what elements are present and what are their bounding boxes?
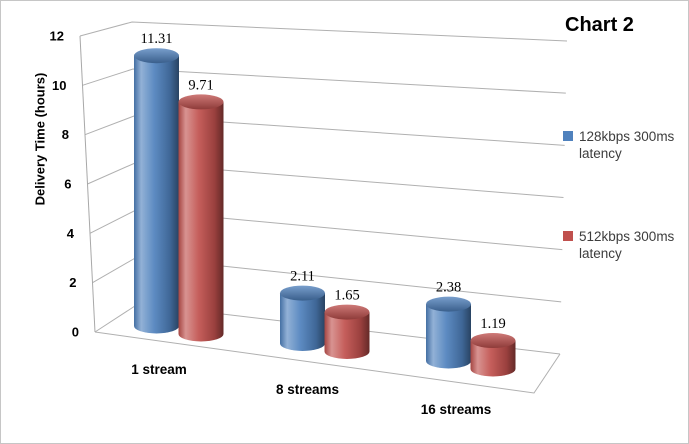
legend-item-series-1[interactable]: 128kbps 300ms latency (563, 128, 685, 162)
y-tick-label: 8 (62, 127, 69, 142)
data-label: 1.19 (480, 316, 505, 332)
data-label: 1.65 (334, 288, 359, 304)
cylinder-top-series-2-cat-3[interactable] (470, 333, 516, 349)
legend-item-series-2[interactable]: 512kbps 300ms latency (563, 228, 685, 262)
gridline (79, 21, 568, 42)
y-tick-label: 12 (50, 29, 64, 44)
legend-label-series-2: 512kbps 300ms latency (579, 229, 675, 261)
category-label: 16 streams (421, 402, 492, 417)
y-tick-label: 10 (52, 78, 66, 93)
cylinder-top-series-1-cat-1[interactable] (134, 48, 179, 64)
cylinder-series-2-cat-3[interactable] (470, 340, 516, 377)
y-tick-label: 0 (72, 325, 79, 340)
data-label: 11.31 (140, 31, 172, 47)
y-axis-title: Delivery Time (hours) (32, 72, 48, 206)
value-axis-line (79, 35, 96, 333)
data-label: 9.71 (188, 77, 213, 93)
category-label: 1 stream (131, 362, 187, 377)
legend-swatch-series-2-icon (563, 231, 573, 241)
category-label: 8 streams (276, 382, 339, 397)
cylinder-top-series-1-cat-2[interactable] (280, 285, 325, 301)
legend-label-series-1: 128kbps 300ms latency (579, 129, 675, 161)
cylinder-series-1-cat-3[interactable] (426, 304, 471, 369)
gridline (82, 68, 566, 94)
y-tick-label: 6 (64, 177, 71, 192)
y-tick-label: 4 (67, 226, 75, 241)
data-label: 2.11 (290, 269, 315, 285)
cylinder-series-2-cat-2[interactable] (324, 312, 370, 360)
floor-edge (94, 331, 561, 394)
legend-swatch-series-1-icon (563, 131, 573, 141)
cylinder-top-series-2-cat-2[interactable] (324, 304, 370, 320)
cylinder-series-2-cat-1[interactable] (178, 101, 224, 342)
cylinder-series-1-cat-2[interactable] (280, 293, 325, 351)
cylinder-top-series-2-cat-1[interactable] (178, 94, 224, 110)
cylinder-top-series-1-cat-3[interactable] (426, 296, 471, 312)
data-label: 2.38 (436, 280, 461, 296)
y-tick-label: 2 (69, 275, 76, 290)
legend: 128kbps 300ms latency 512kbps 300ms late… (563, 128, 685, 262)
cylinder-series-1-cat-1[interactable] (134, 55, 179, 334)
chart-title[interactable]: Chart 2 (565, 14, 634, 36)
